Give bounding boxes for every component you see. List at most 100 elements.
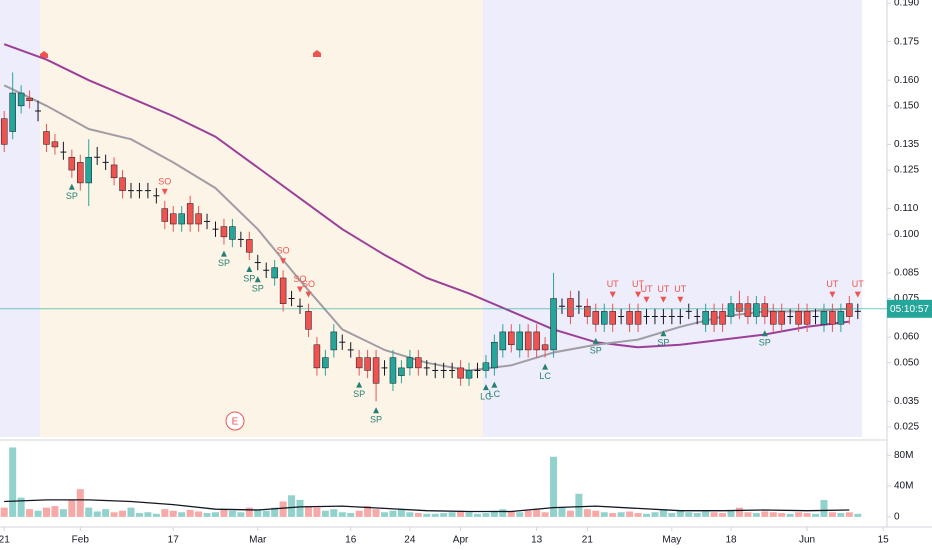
candle-body	[770, 311, 777, 325]
volume-bar	[372, 509, 380, 517]
volume-bar	[347, 513, 355, 517]
candle-body	[727, 303, 735, 317]
volume-bar	[381, 512, 389, 517]
earnings-circle[interactable]	[225, 411, 245, 431]
candle-body	[110, 164, 118, 179]
candle-body	[9, 92, 16, 132]
candle-body	[567, 298, 574, 317]
volume-bar	[406, 512, 414, 517]
volume-bar	[59, 509, 67, 517]
volume-bar	[710, 512, 718, 517]
signal-label: UT	[641, 284, 653, 294]
signal-marker	[220, 250, 227, 257]
y-tick-label: 0.190	[894, 0, 919, 9]
signal-label: SP	[218, 258, 230, 268]
dividend-flag	[313, 50, 321, 57]
candle-body	[0, 118, 8, 145]
candle-body	[229, 226, 236, 240]
volume-bar	[423, 513, 431, 517]
volume-bar	[169, 510, 177, 517]
volume-bar	[812, 513, 820, 517]
volume-bar	[845, 512, 853, 517]
signal-marker	[761, 330, 768, 337]
volume-bar	[42, 507, 50, 517]
volume-bar	[659, 509, 667, 517]
volume-bar	[414, 513, 422, 517]
volume-tick-label: 40M	[894, 481, 913, 492]
signal-label: SP	[590, 345, 602, 355]
candle-body	[778, 311, 785, 325]
x-tick-label: Mar	[249, 535, 267, 546]
candle-body	[584, 305, 591, 317]
volume-bar	[212, 512, 219, 517]
volume-bar	[161, 509, 169, 517]
volume-bar	[338, 512, 346, 517]
volume-bar	[26, 509, 34, 517]
volume-bar	[735, 507, 743, 517]
candle-body	[482, 362, 490, 371]
candle-body	[626, 311, 633, 325]
earnings-label[interactable]: E	[232, 417, 239, 428]
volume-bar	[431, 513, 439, 517]
volume-bar	[482, 513, 490, 517]
x-tick-label: 21	[0, 535, 10, 546]
volume-bar	[321, 510, 329, 517]
candle-body	[803, 311, 811, 325]
candle-body	[43, 131, 50, 145]
candle-body	[820, 311, 828, 325]
candle-body	[51, 141, 59, 148]
volume-bar	[617, 512, 625, 517]
candle-body	[389, 357, 397, 384]
x-tick-label: 17	[168, 535, 180, 546]
volume-bar	[237, 512, 245, 517]
volume-bar	[575, 493, 583, 517]
volume-bar	[634, 513, 642, 517]
volume-bar	[592, 510, 600, 517]
volume-bar	[34, 510, 42, 517]
volume-bar	[837, 513, 845, 517]
volume-bar	[364, 506, 372, 517]
candle-body	[415, 357, 422, 369]
volume-bar	[0, 507, 8, 517]
volume-bar	[195, 511, 203, 517]
candle-body	[753, 303, 760, 317]
signal-marker	[829, 291, 836, 298]
volume-bar	[119, 510, 127, 517]
candle-body	[68, 156, 76, 171]
volume-bar	[752, 513, 760, 517]
volume-bar	[550, 456, 558, 517]
volume-bar	[820, 499, 828, 517]
volume-bar	[507, 511, 515, 517]
volume-bar	[854, 513, 862, 517]
volume-bar	[465, 512, 473, 517]
volume-bar	[473, 513, 481, 517]
session-band	[0, 0, 40, 437]
y-tick-label: 0.135	[894, 139, 919, 150]
signal-label: SP	[66, 191, 78, 201]
volume-bar	[676, 510, 684, 517]
candle-body	[736, 303, 743, 312]
volume-bar	[186, 509, 194, 517]
volume-bar	[651, 512, 659, 517]
volume-bar	[9, 447, 17, 517]
volume-bar	[828, 512, 836, 517]
moving-average	[3, 43, 850, 349]
candle-body	[744, 303, 752, 317]
volume-bar	[313, 507, 321, 517]
volume-bar	[288, 495, 296, 517]
volume-bar	[583, 509, 591, 517]
candle-body	[600, 311, 608, 325]
volume-tick-label: 0	[894, 512, 900, 523]
volume-bar	[127, 507, 135, 517]
volume-bar	[51, 506, 59, 517]
candle-body	[837, 311, 845, 325]
signal-label: SO	[277, 246, 290, 256]
signal-label: SO	[302, 279, 315, 289]
volume-bar	[68, 499, 76, 517]
signal-marker	[246, 265, 253, 272]
candle-body	[516, 331, 523, 351]
signal-marker	[854, 291, 861, 298]
signal-marker	[297, 286, 304, 293]
y-tick-label: 0.110	[894, 203, 919, 214]
volume-bar	[262, 510, 270, 517]
